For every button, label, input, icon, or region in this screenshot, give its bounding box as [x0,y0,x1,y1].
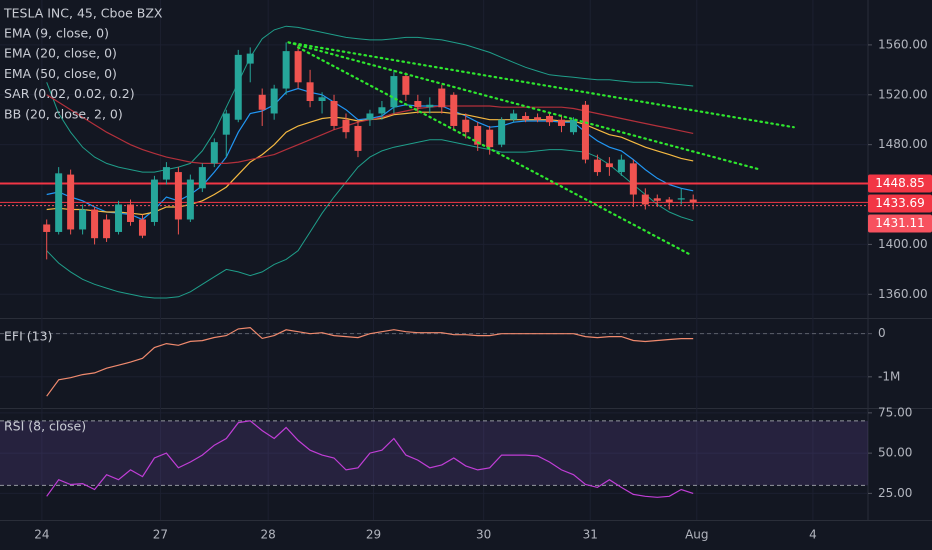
indicator-line [46,326,694,397]
legend-entry: BB (20, close, 2, 0) [4,106,123,121]
indicator-line [46,420,694,498]
candle-body [414,101,422,108]
x-tick-label: Aug [685,528,708,542]
x-tick-label: 28 [261,528,276,542]
candle-body [402,76,410,95]
candle-body [593,159,601,173]
x-tick-label: 29 [366,528,381,542]
y-tick-label: 25.00 [878,486,912,500]
candle-body [462,119,470,133]
candle-body [162,167,170,180]
x-tick-label: 24 [34,528,49,542]
candle-body [438,88,446,108]
candle-body [174,172,182,220]
candle-body [653,198,661,201]
candle-body [342,119,350,133]
candle-body [306,82,314,102]
indicator-title: RSI (8, close) [4,419,86,434]
trend-line [287,41,762,171]
candle-body [318,97,326,102]
candle-body [534,117,542,120]
legend-entry: EMA (50, close, 0) [4,66,117,81]
candle-body [198,167,206,189]
price-label: 1431.11 [875,216,925,230]
candle-body [605,163,613,168]
price-label: 1433.69 [875,196,925,210]
x-tick-label: 30 [476,528,491,542]
candle-body [258,94,266,110]
candle-body [450,94,458,126]
y-tick-label: 1360.00 [878,287,928,301]
candle-body [222,113,230,135]
x-tick-label: 31 [583,528,598,542]
candle-body [138,219,146,236]
candle-body [246,53,254,64]
candle-body [43,224,51,232]
candle-body [569,119,577,133]
candle-body [558,119,566,126]
candle-body [282,51,290,89]
indicator-title: EFI (13) [4,329,52,344]
candle-body [486,129,494,148]
candle-body [677,198,685,200]
candle-body [150,179,158,222]
y-tick-label: 75.00 [878,405,912,419]
chart-title: TESLA INC, 45, Cboe BZX [3,6,163,21]
candle-body [474,125,482,145]
y-tick-label: 50.00 [878,446,912,460]
candle-body [522,115,530,120]
y-tick-label: 1560.00 [878,37,928,51]
x-tick-label: 27 [153,528,168,542]
y-tick-label: 0 [878,326,886,340]
candle-body [55,173,63,232]
candle-body [126,204,134,222]
price-label-box [868,194,932,213]
candle-body [378,107,386,114]
indicator-plot [0,326,868,397]
y-tick-label: -1M [878,369,900,383]
candle-body [426,104,434,108]
candle-body [103,219,111,239]
x-tick-label: 4 [809,528,817,542]
rsi-band [0,420,868,486]
price-label: 1448.85 [875,176,925,190]
y-tick-label: 1480.00 [878,137,928,151]
candle-body [629,163,637,195]
y-tick-label: 1400.00 [878,237,928,251]
legend-entry: EMA (9, close, 0) [4,26,109,41]
candle-body [67,174,75,230]
legend-entry: SAR (0.02, 0.02, 0.2) [4,86,135,101]
candle-body [510,113,518,120]
y-tick-label: 1520.00 [878,87,928,101]
candle-body [270,88,278,114]
candle-body [390,76,398,108]
candle-body [330,101,338,126]
legend-entry: EMA (20, close, 0) [4,46,117,61]
bollinger-band [46,25,694,173]
candle-body [498,119,506,145]
candle-body [665,199,673,203]
candle-body [186,179,194,220]
candle-body [210,142,218,164]
indicator-plot [0,420,868,498]
price-label-box [868,174,932,193]
candle-body [294,51,302,83]
candle-body [689,199,697,203]
main-plot [0,25,868,299]
candle-body [366,113,374,120]
candle-body [354,125,362,151]
candle-body [617,159,625,173]
candle-body [91,209,99,239]
candle-body [581,104,589,160]
trend-line [297,46,692,256]
candle-body [234,54,242,120]
candle-body [79,209,87,230]
candle-body [641,194,649,205]
candle-body [546,115,554,123]
price-label-box [868,214,932,233]
candle-body [115,204,123,232]
